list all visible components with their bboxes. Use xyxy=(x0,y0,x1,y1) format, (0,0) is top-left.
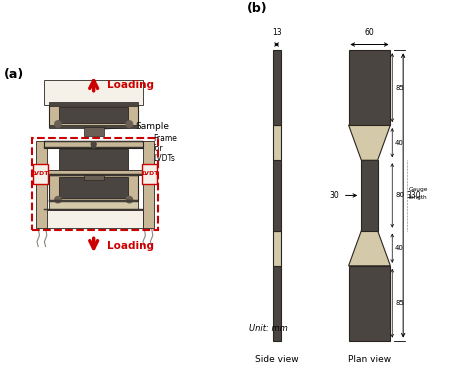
Bar xyxy=(49,201,138,209)
Bar xyxy=(49,175,138,201)
Bar xyxy=(45,170,143,175)
Bar xyxy=(33,164,48,184)
Circle shape xyxy=(126,197,133,203)
Bar xyxy=(361,160,378,231)
Bar xyxy=(273,231,281,266)
Bar xyxy=(273,125,281,160)
Bar xyxy=(273,50,281,125)
Text: LVDT: LVDT xyxy=(31,171,49,176)
Bar xyxy=(45,140,143,148)
Text: Loading: Loading xyxy=(107,241,154,252)
Text: Frame
for
LVDTs: Frame for LVDTs xyxy=(146,134,177,163)
Polygon shape xyxy=(348,125,391,160)
Bar xyxy=(45,80,143,105)
Circle shape xyxy=(126,121,133,127)
Bar xyxy=(348,50,391,125)
Bar xyxy=(49,200,138,202)
Bar xyxy=(49,105,138,127)
Bar xyxy=(45,147,143,148)
Bar xyxy=(45,209,143,228)
Bar xyxy=(49,125,138,128)
Circle shape xyxy=(55,121,61,127)
Bar xyxy=(143,140,154,228)
Bar xyxy=(49,175,138,176)
Text: length: length xyxy=(409,195,427,200)
Text: LVDT: LVDT xyxy=(141,171,158,176)
Text: 13: 13 xyxy=(272,28,282,37)
Text: Gauge: Gauge xyxy=(409,187,428,192)
Bar xyxy=(45,174,143,175)
Text: 85: 85 xyxy=(395,300,404,306)
Text: (b): (b) xyxy=(246,2,267,15)
Circle shape xyxy=(92,144,95,148)
Bar xyxy=(142,164,157,184)
Polygon shape xyxy=(348,231,391,266)
Circle shape xyxy=(55,197,61,203)
Text: Unit: mm: Unit: mm xyxy=(249,324,287,334)
Text: 40: 40 xyxy=(395,140,404,146)
Text: Plan view: Plan view xyxy=(348,355,391,365)
Text: (a): (a) xyxy=(4,68,24,80)
Text: Side view: Side view xyxy=(255,355,299,365)
Bar xyxy=(45,209,143,210)
Bar xyxy=(59,178,128,199)
Bar xyxy=(348,266,391,341)
Bar xyxy=(59,107,128,123)
Text: 30: 30 xyxy=(329,191,339,200)
Text: 40: 40 xyxy=(395,245,404,251)
Circle shape xyxy=(91,142,96,147)
Text: Sample: Sample xyxy=(90,122,170,132)
Text: 330: 330 xyxy=(407,191,421,200)
Bar xyxy=(59,149,128,171)
Bar xyxy=(36,140,47,228)
Bar xyxy=(273,160,281,231)
Text: 80: 80 xyxy=(395,192,404,199)
Bar xyxy=(84,127,103,135)
Text: Loading: Loading xyxy=(107,80,154,90)
Bar xyxy=(273,266,281,341)
Text: 85: 85 xyxy=(395,85,404,91)
Bar xyxy=(84,175,103,180)
Bar xyxy=(49,102,138,106)
Bar xyxy=(45,140,143,142)
Text: 60: 60 xyxy=(365,28,374,37)
